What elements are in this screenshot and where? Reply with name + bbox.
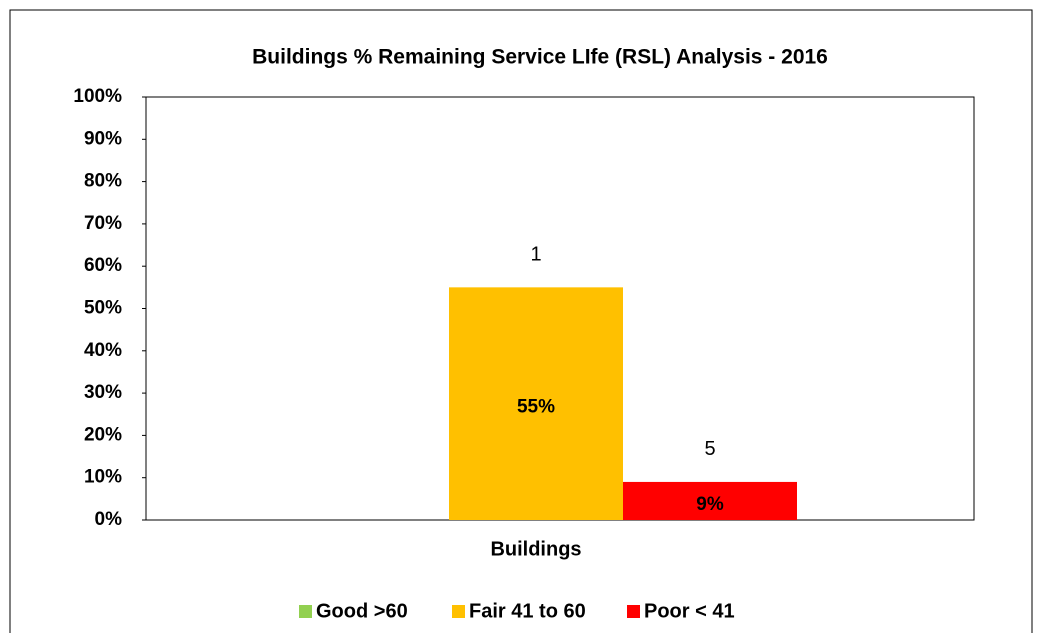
y-tick-label: 10% [84,467,122,488]
y-tick-label: 0% [95,509,123,530]
y-tick-label: 40% [84,340,122,361]
legend-swatch [299,605,312,618]
y-tick-label: 30% [84,382,122,403]
legend-label: Good >60 [316,600,408,622]
bar [623,481,797,520]
chart-border [9,9,1033,633]
data-label: 9% [696,494,724,515]
annotation: 1 [530,244,541,266]
y-tick-label: 60% [84,255,122,276]
annotation: 5 [704,438,715,460]
legend-label: Poor < 41 [644,600,735,622]
y-tick-label: 80% [84,171,122,192]
y-tick-label: 20% [84,424,122,445]
y-tick-label: 70% [84,213,122,234]
legend-swatch [627,605,640,618]
x-tick-label: Buildings [490,538,581,560]
chart-title: Buildings % Remaining Service LIfe (RSL)… [252,46,828,69]
legend-swatch [452,605,465,618]
y-tick-label: 100% [73,86,122,107]
y-tick-label: 50% [84,298,122,319]
bar [449,287,623,520]
y-tick-label: 90% [84,128,122,149]
legend-label: Fair 41 to 60 [469,600,586,622]
data-label: 55% [517,397,555,418]
